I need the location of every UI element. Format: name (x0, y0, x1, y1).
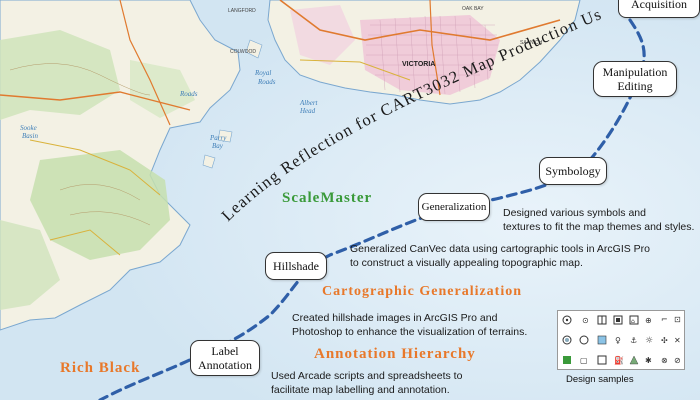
svg-text:Albert: Albert (299, 99, 319, 107)
node-label-annotation: Label Annotation (190, 340, 260, 376)
heading-scalemaster: ScaleMaster (282, 190, 373, 206)
node-manipulation-label-1: Manipulation (602, 65, 668, 79)
svg-text:✕: ✕ (674, 336, 681, 345)
desc-annotation-line-2: facilitate map labelling and annotation. (271, 384, 450, 396)
heading-cartographic-generalization: Cartographic Generalization (322, 284, 523, 299)
svg-text:Basin: Basin (22, 132, 38, 140)
svg-text:✣: ✣ (661, 336, 668, 345)
svg-text:☼: ☼ (645, 336, 653, 346)
design-samples-caption: Design samples (566, 374, 634, 385)
svg-text:⌐: ⌐ (661, 315, 668, 324)
desc-symbology: Designed various symbols and textures to… (503, 206, 699, 234)
svg-text:⛽: ⛽ (614, 355, 624, 365)
svg-text:⊗: ⊗ (661, 356, 668, 365)
node-acquisition: Acquisition (618, 0, 700, 18)
heading-rich-black: Rich Black (60, 360, 141, 376)
node-manipulation-label-2: Editing (617, 79, 653, 93)
desc-annotation-line-1: Used Arcade scripts and spreadsheets to (271, 370, 463, 382)
svg-text:✱: ✱ (645, 356, 652, 365)
desc-symbology-line-1: Designed various symbols and (503, 207, 646, 219)
svg-text:OAK BAY: OAK BAY (462, 6, 484, 12)
design-samples-panel: ⊙ ⌂ ⊕ ⌐ ⊡ ♀ ⚓ ☼ ✣ ✕ ▢ ⛽ ✱ ⊗ ⊘ (557, 310, 685, 370)
svg-text:Royal: Royal (254, 69, 271, 77)
desc-hillshade-line-2: Photoshop to enhance the visualization o… (292, 326, 528, 338)
svg-text:⊙: ⊙ (582, 316, 589, 325)
desc-hillshade: Created hillshade images in ArcGIS Pro a… (292, 311, 554, 339)
node-generalization: Generalization (418, 193, 490, 221)
node-label-annotation-label-2: Annotation (198, 358, 252, 372)
node-symbology-label: Symbology (545, 163, 601, 178)
desc-generalization-line-1: Generalized CanVec data using cartograph… (350, 243, 650, 255)
heading-annotation-hierarchy: Annotation Hierarchy (314, 346, 476, 362)
svg-text:SAANICH: SAANICH (520, 40, 543, 46)
desc-hillshade-line-1: Created hillshade images in ArcGIS Pro a… (292, 312, 498, 324)
node-acquisition-label: Acquisition (631, 0, 687, 11)
node-hillshade: Hillshade (265, 252, 327, 280)
svg-text:⊕: ⊕ (645, 316, 652, 325)
desc-annotation: Used Arcade scripts and spreadsheets to … (271, 369, 481, 397)
svg-text:♀: ♀ (615, 336, 621, 345)
design-samples-symbols: ⊙ ⌂ ⊕ ⌐ ⊡ ♀ ⚓ ☼ ✣ ✕ ▢ ⛽ ✱ ⊗ ⊘ (562, 315, 681, 365)
svg-text:Roads: Roads (257, 78, 276, 86)
node-symbology: Symbology (539, 157, 607, 185)
colwood-label: COLWOOD (230, 49, 256, 55)
svg-text:Sooke: Sooke (20, 124, 37, 132)
node-generalization-label: Generalization (421, 200, 487, 213)
svg-text:Bay: Bay (212, 142, 224, 150)
node-manipulation: Manipulation Editing (593, 61, 677, 97)
desc-symbology-line-2: textures to fit the map themes and style… (503, 221, 695, 233)
victoria-label: VICTORIA (402, 61, 435, 68)
desc-generalization: Generalized CanVec data using cartograph… (350, 242, 700, 270)
roads-label: Roads (179, 90, 198, 98)
svg-text:⌂: ⌂ (631, 318, 635, 325)
svg-text:⊘: ⊘ (674, 356, 681, 365)
node-label-annotation-label-1: Label (211, 344, 239, 358)
svg-text:Parry: Parry (209, 134, 227, 142)
langford-label: LANGFORD (228, 8, 256, 14)
svg-text:⊡: ⊡ (674, 315, 681, 324)
svg-text:▢: ▢ (580, 356, 588, 365)
svg-text:Head: Head (299, 107, 316, 115)
node-hillshade-label: Hillshade (273, 258, 319, 273)
svg-text:⚓: ⚓ (630, 336, 637, 345)
desc-generalization-line-2: to construct a visually appealing topogr… (350, 257, 583, 269)
